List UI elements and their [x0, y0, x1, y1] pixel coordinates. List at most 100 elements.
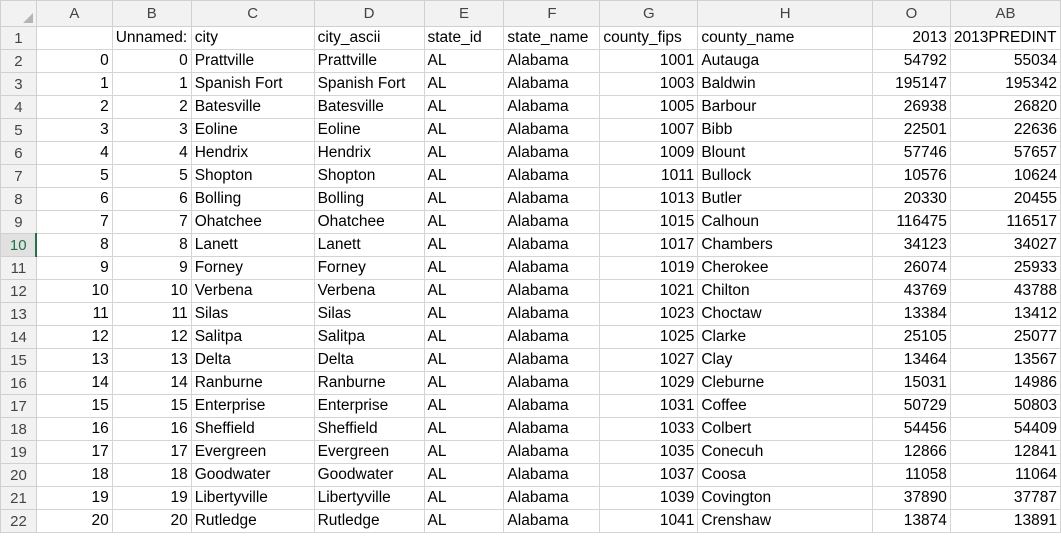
column-header-f[interactable]: F — [503, 0, 601, 27]
cell-a7[interactable]: 5 — [35, 164, 113, 188]
cell-e14[interactable]: AL — [423, 325, 505, 349]
row-header-19[interactable]: 19 — [0, 440, 37, 464]
cell-b4[interactable]: 2 — [111, 95, 192, 119]
column-header-ab[interactable]: AB — [949, 0, 1061, 27]
row-header-7[interactable]: 7 — [0, 164, 37, 188]
cell-e21[interactable]: AL — [423, 486, 505, 510]
cell-b8[interactable]: 6 — [111, 187, 192, 211]
cell-b11[interactable]: 9 — [111, 256, 192, 280]
cell-d4[interactable]: Batesville — [313, 95, 425, 119]
cell-b6[interactable]: 4 — [111, 141, 192, 165]
cell-ab9[interactable]: 116517 — [949, 210, 1061, 234]
cell-d9[interactable]: Ohatchee — [313, 210, 425, 234]
header-cell-e1[interactable]: state_id — [423, 26, 505, 50]
column-header-b[interactable]: B — [111, 0, 192, 27]
cell-o22[interactable]: 13874 — [872, 509, 951, 533]
cell-ab19[interactable]: 12841 — [949, 440, 1061, 464]
cell-a9[interactable]: 7 — [35, 210, 113, 234]
cell-o12[interactable]: 43769 — [872, 279, 951, 303]
cell-c10[interactable]: Lanett — [190, 233, 315, 257]
cell-d3[interactable]: Spanish Fort — [313, 72, 425, 96]
cell-f5[interactable]: Alabama — [503, 118, 601, 142]
column-header-d[interactable]: D — [313, 0, 425, 27]
cell-h7[interactable]: Bullock — [697, 164, 873, 188]
cell-ab5[interactable]: 22636 — [949, 118, 1061, 142]
cell-e9[interactable]: AL — [423, 210, 505, 234]
cell-g14[interactable]: 1025 — [599, 325, 699, 349]
cell-g20[interactable]: 1037 — [599, 463, 699, 487]
cell-c14[interactable]: Salitpa — [190, 325, 315, 349]
cell-b18[interactable]: 16 — [111, 417, 192, 441]
cell-g22[interactable]: 1041 — [599, 509, 699, 533]
cell-c4[interactable]: Batesville — [190, 95, 315, 119]
cell-o2[interactable]: 54792 — [872, 49, 951, 73]
row-header-13[interactable]: 13 — [0, 302, 37, 326]
cell-g16[interactable]: 1029 — [599, 371, 699, 395]
cell-c16[interactable]: Ranburne — [190, 371, 315, 395]
cell-e22[interactable]: AL — [423, 509, 505, 533]
cell-ab16[interactable]: 14986 — [949, 371, 1061, 395]
cell-g4[interactable]: 1005 — [599, 95, 699, 119]
cell-h11[interactable]: Cherokee — [697, 256, 873, 280]
cell-a21[interactable]: 19 — [35, 486, 113, 510]
cell-o17[interactable]: 50729 — [872, 394, 951, 418]
cell-ab17[interactable]: 50803 — [949, 394, 1061, 418]
cell-b10[interactable]: 8 — [111, 233, 192, 257]
cell-h12[interactable]: Chilton — [697, 279, 873, 303]
cell-c18[interactable]: Sheffield — [190, 417, 315, 441]
cell-d2[interactable]: Prattville — [313, 49, 425, 73]
row-header-20[interactable]: 20 — [0, 463, 37, 487]
cell-d20[interactable]: Goodwater — [313, 463, 425, 487]
cell-e11[interactable]: AL — [423, 256, 505, 280]
cell-e5[interactable]: AL — [423, 118, 505, 142]
cell-c13[interactable]: Silas — [190, 302, 315, 326]
cell-g11[interactable]: 1019 — [599, 256, 699, 280]
cell-h14[interactable]: Clarke — [697, 325, 873, 349]
cell-e6[interactable]: AL — [423, 141, 505, 165]
cell-c9[interactable]: Ohatchee — [190, 210, 315, 234]
cell-ab11[interactable]: 25933 — [949, 256, 1061, 280]
cell-e20[interactable]: AL — [423, 463, 505, 487]
cell-f10[interactable]: Alabama — [503, 233, 601, 257]
cell-h13[interactable]: Choctaw — [697, 302, 873, 326]
cell-c8[interactable]: Bolling — [190, 187, 315, 211]
cell-ab7[interactable]: 10624 — [949, 164, 1061, 188]
cell-e12[interactable]: AL — [423, 279, 505, 303]
cell-a16[interactable]: 14 — [35, 371, 113, 395]
cell-h10[interactable]: Chambers — [697, 233, 873, 257]
cell-a6[interactable]: 4 — [35, 141, 113, 165]
cell-g17[interactable]: 1031 — [599, 394, 699, 418]
cell-h18[interactable]: Colbert — [697, 417, 873, 441]
cell-o20[interactable]: 11058 — [872, 463, 951, 487]
cell-e10[interactable]: AL — [423, 233, 505, 257]
row-header-3[interactable]: 3 — [0, 72, 37, 96]
row-header-15[interactable]: 15 — [0, 348, 37, 372]
cell-a10[interactable]: 8 — [35, 233, 113, 257]
cell-g19[interactable]: 1035 — [599, 440, 699, 464]
cell-g15[interactable]: 1027 — [599, 348, 699, 372]
cell-a12[interactable]: 10 — [35, 279, 113, 303]
cell-ab4[interactable]: 26820 — [949, 95, 1061, 119]
row-header-11[interactable]: 11 — [0, 256, 37, 280]
header-cell-h1[interactable]: county_name — [697, 26, 873, 50]
cell-f3[interactable]: Alabama — [503, 72, 601, 96]
cell-o18[interactable]: 54456 — [872, 417, 951, 441]
cell-h8[interactable]: Butler — [697, 187, 873, 211]
cell-d15[interactable]: Delta — [313, 348, 425, 372]
cell-d13[interactable]: Silas — [313, 302, 425, 326]
cell-b5[interactable]: 3 — [111, 118, 192, 142]
row-header-16[interactable]: 16 — [0, 371, 37, 395]
cell-d22[interactable]: Rutledge — [313, 509, 425, 533]
cell-d8[interactable]: Bolling — [313, 187, 425, 211]
cell-ab15[interactable]: 13567 — [949, 348, 1061, 372]
cell-b22[interactable]: 20 — [111, 509, 192, 533]
column-header-h[interactable]: H — [697, 0, 873, 27]
cell-b7[interactable]: 5 — [111, 164, 192, 188]
cell-a19[interactable]: 17 — [35, 440, 113, 464]
select-all-corner[interactable] — [0, 0, 37, 27]
cell-c19[interactable]: Evergreen — [190, 440, 315, 464]
cell-a8[interactable]: 6 — [35, 187, 113, 211]
cell-ab3[interactable]: 195342 — [949, 72, 1061, 96]
row-header-5[interactable]: 5 — [0, 118, 37, 142]
cell-f19[interactable]: Alabama — [503, 440, 601, 464]
